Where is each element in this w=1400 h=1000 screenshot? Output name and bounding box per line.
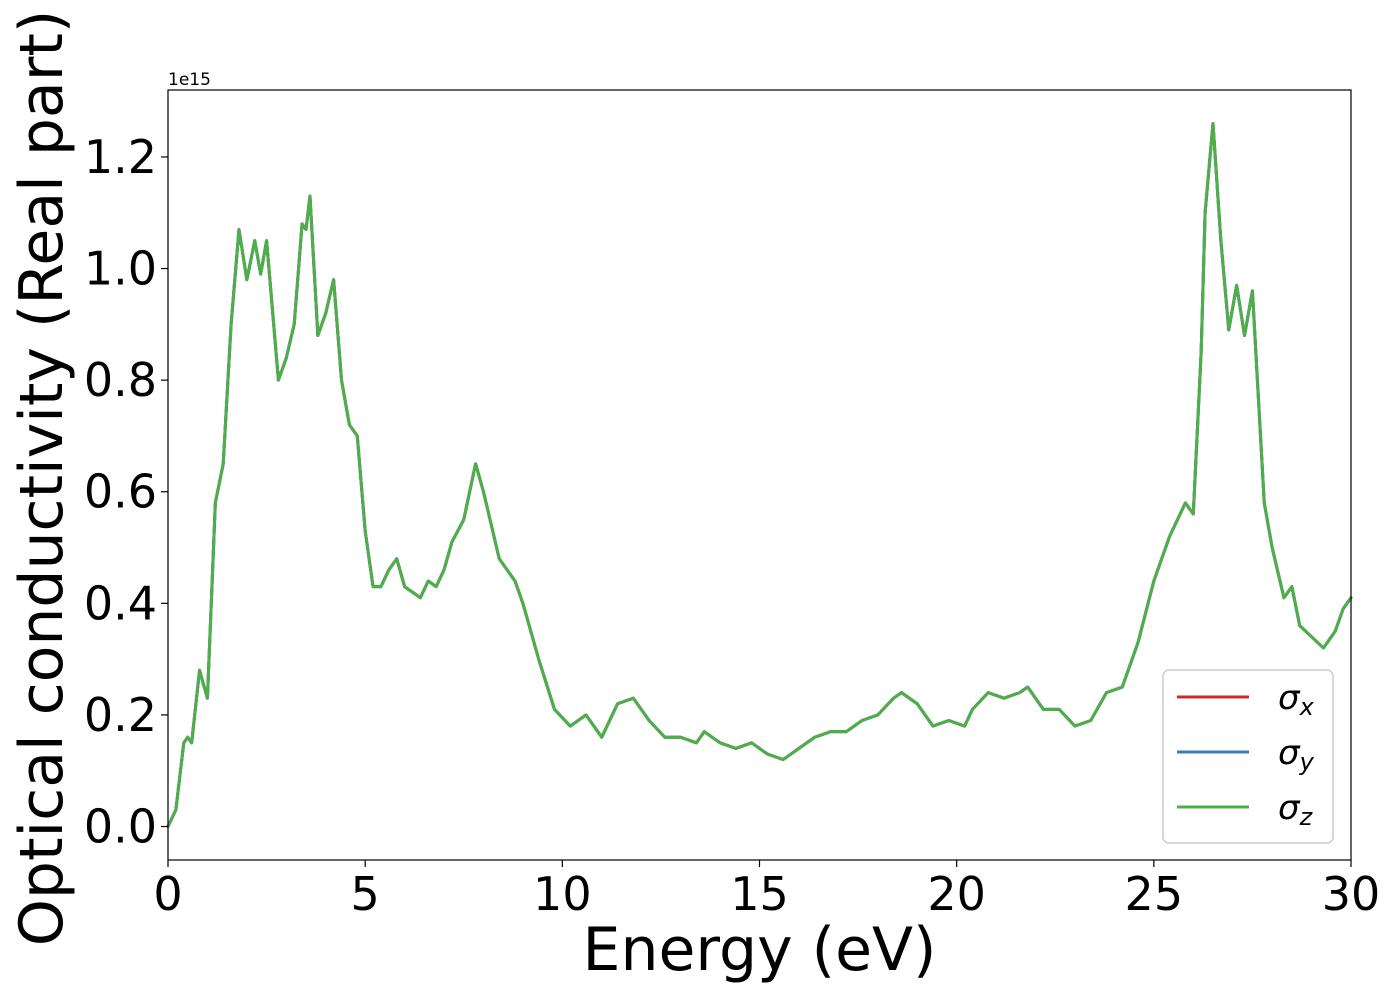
x-axis-title: Energy (eV) (583, 915, 937, 985)
x-tick-label: 10 (533, 867, 592, 921)
y-tick-label: 0.6 (84, 465, 157, 519)
x-axis-ticks: 0 5 10 15 20 25 30 (153, 860, 1380, 921)
x-tick-label: 0 (153, 867, 182, 921)
x-tick-label: 25 (1125, 867, 1184, 921)
y-tick-label: 0.0 (84, 800, 157, 854)
y-axis-ticks: 0.0 0.2 0.4 0.6 0.8 1.0 1.2 (84, 130, 168, 854)
x-tick-label: 20 (927, 867, 986, 921)
plot-area (168, 90, 1351, 860)
x-tick-label: 5 (351, 867, 380, 921)
y-tick-label: 0.2 (84, 688, 157, 742)
y-axis-title: Optical conductivity (Real part) (7, 10, 77, 947)
series-layer (166, 121, 1353, 829)
y-tick-label: 0.4 (84, 576, 157, 630)
y-offset-label: 1e15 (168, 70, 211, 90)
legend-box (1162, 669, 1334, 844)
x-tick-label: 15 (730, 867, 789, 921)
series-line-z (166, 121, 1353, 829)
y-tick-label: 0.8 (84, 353, 157, 407)
y-tick-label: 1.0 (84, 242, 157, 296)
y-tick-label: 1.2 (84, 130, 157, 184)
x-tick-label: 30 (1322, 867, 1381, 921)
